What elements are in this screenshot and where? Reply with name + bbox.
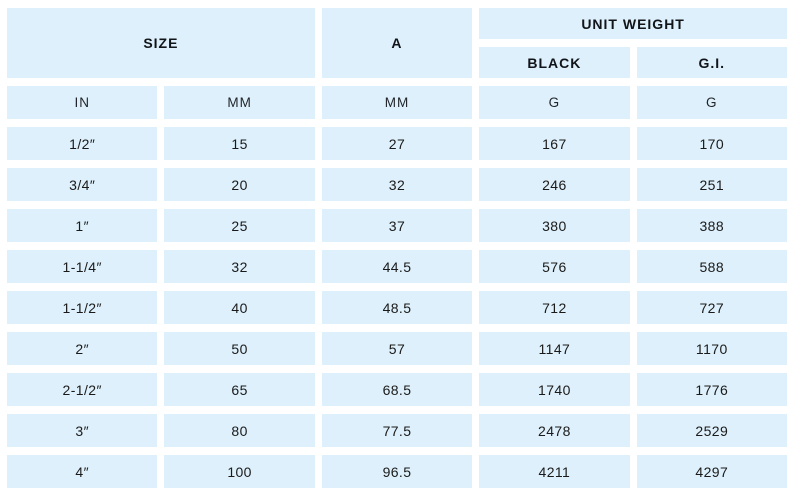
header-size: SIZE <box>7 8 315 78</box>
table-cell-a_mm: 77.5 <box>321 414 473 447</box>
unit-cell-black-g: G <box>479 86 630 119</box>
table-cell-size_mm: 50 <box>164 332 315 365</box>
table-cell-unit_weight_black_g: 380 <box>479 209 630 242</box>
table-cell-size_in: 4″ <box>7 455 158 488</box>
table-cell-unit_weight_gi_g: 4297 <box>636 455 787 488</box>
table-cell-size_in: 1″ <box>7 209 158 242</box>
table-cell-size_mm: 40 <box>164 291 315 324</box>
header-unit-weight: UNIT WEIGHT <box>479 8 787 39</box>
table-cell-unit_weight_black_g: 246 <box>479 168 630 201</box>
table-cell-a_mm: 96.5 <box>321 455 473 488</box>
table-cell-size_in: 1-1/4″ <box>7 250 158 283</box>
table-cell-a_mm: 44.5 <box>321 250 473 283</box>
table-cell-unit_weight_gi_g: 1776 <box>636 373 787 406</box>
table-cell-unit_weight_gi_g: 727 <box>636 291 787 324</box>
table-cell-size_mm: 80 <box>164 414 315 447</box>
table-cell-unit_weight_black_g: 1147 <box>479 332 630 365</box>
table-cell-a_mm: 57 <box>321 332 473 365</box>
table-cell-a_mm: 37 <box>321 209 473 242</box>
unit-cell-a-mm: MM <box>321 86 473 119</box>
table-cell-size_mm: 65 <box>164 373 315 406</box>
table-cell-size_in: 1-1/2″ <box>7 291 158 324</box>
table-cell-unit_weight_gi_g: 251 <box>636 168 787 201</box>
table-cell-a_mm: 27 <box>321 127 473 160</box>
table-cell-unit_weight_gi_g: 2529 <box>636 414 787 447</box>
table-cell-unit_weight_black_g: 4211 <box>479 455 630 488</box>
table-cell-a_mm: 48.5 <box>321 291 473 324</box>
table-cell-unit_weight_black_g: 712 <box>479 291 630 324</box>
header-black: BLACK <box>479 47 630 78</box>
table-cell-size_mm: 32 <box>164 250 315 283</box>
header-gi: G.I. <box>636 47 787 78</box>
table-cell-size_in: 3″ <box>7 414 158 447</box>
table-cell-unit_weight_gi_g: 588 <box>636 250 787 283</box>
unit-cell-size-in: IN <box>7 86 158 119</box>
table-cell-unit_weight_black_g: 2478 <box>479 414 630 447</box>
unit-cell-gi-g: G <box>636 86 787 119</box>
table-cell-unit_weight_gi_g: 388 <box>636 209 787 242</box>
table-cell-unit_weight_black_g: 1740 <box>479 373 630 406</box>
table-cell-size_mm: 20 <box>164 168 315 201</box>
table-cell-size_in: 2″ <box>7 332 158 365</box>
table-cell-unit_weight_black_g: 576 <box>479 250 630 283</box>
table-cell-a_mm: 32 <box>321 168 473 201</box>
table-cell-size_mm: 15 <box>164 127 315 160</box>
table-cell-a_mm: 68.5 <box>321 373 473 406</box>
table-cell-unit_weight_gi_g: 1170 <box>636 332 787 365</box>
table-cell-unit_weight_black_g: 167 <box>479 127 630 160</box>
table-cell-size_in: 3/4″ <box>7 168 158 201</box>
table-cell-size_mm: 25 <box>164 209 315 242</box>
table-cell-unit_weight_gi_g: 170 <box>636 127 787 160</box>
table-cell-size_mm: 100 <box>164 455 315 488</box>
table-cell-size_in: 2-1/2″ <box>7 373 158 406</box>
unit-cell-size-mm: MM <box>164 86 315 119</box>
header-a: A <box>321 8 473 78</box>
table-cell-size_in: 1/2″ <box>7 127 158 160</box>
